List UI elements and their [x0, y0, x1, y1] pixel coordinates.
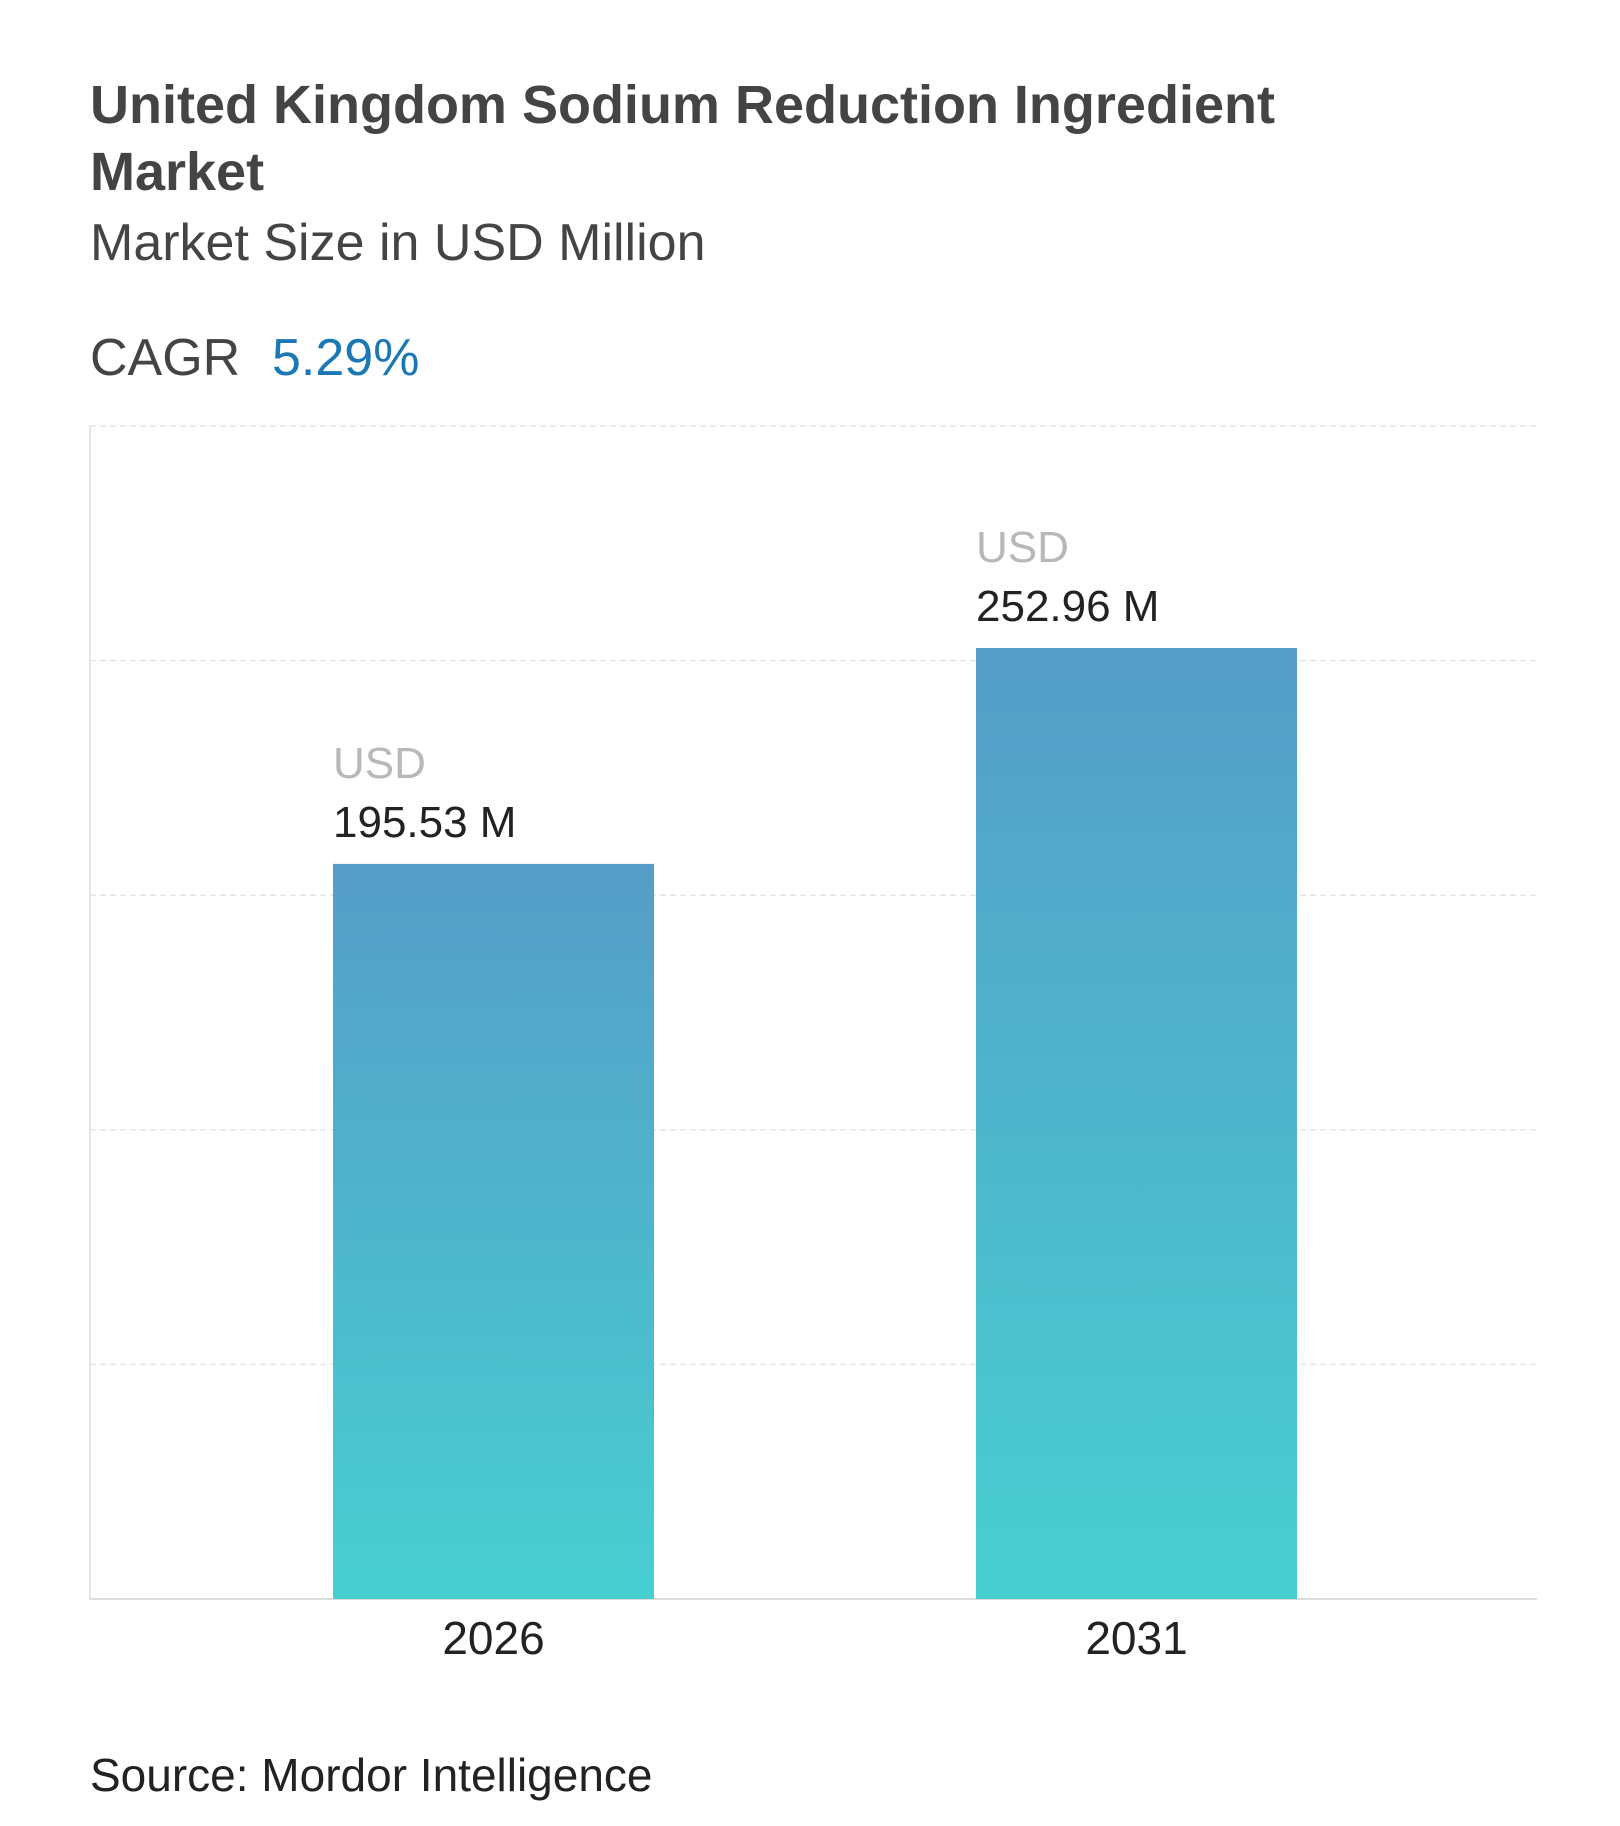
bar: [976, 647, 1297, 1599]
chart-subtitle: Market Size in USD Million: [90, 214, 706, 272]
source: Source: Mordor Intelligence: [90, 1749, 653, 1801]
value-label: 252.96 M: [976, 582, 1159, 631]
bar: [333, 863, 654, 1599]
value-label-prefix: USD: [976, 523, 1069, 572]
x-tick-label: 2031: [1085, 1612, 1187, 1664]
cagr-value: 5.29%: [272, 329, 419, 387]
value-label: 195.53 M: [333, 798, 516, 847]
cagr-label: CAGR: [90, 329, 240, 387]
chart-title: United Kingdom Sodium Reduction Ingredie…: [90, 75, 1275, 202]
x-tick-label: 2026: [442, 1612, 544, 1664]
value-label-prefix: USD: [333, 739, 426, 788]
